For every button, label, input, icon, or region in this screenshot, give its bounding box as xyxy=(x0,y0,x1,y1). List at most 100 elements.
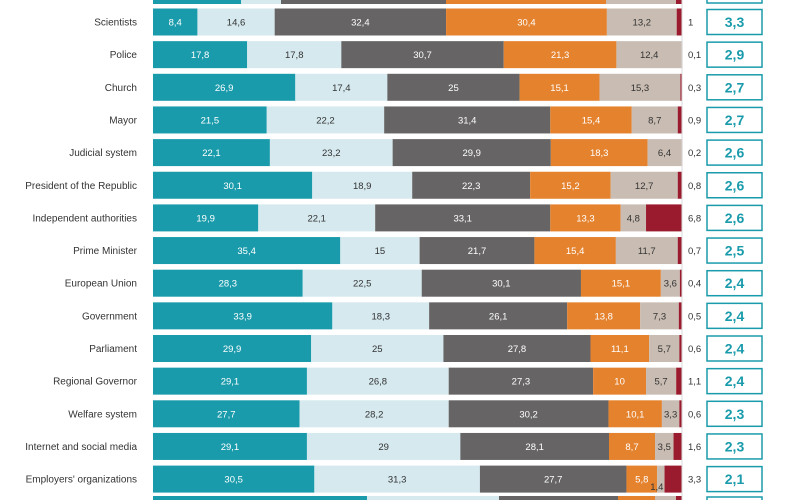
segment-value-label: 17,4 xyxy=(332,83,351,94)
bar-segment-s0 xyxy=(153,269,303,297)
category-label: President of the Republic xyxy=(25,181,137,192)
bar-segment-s2 xyxy=(392,139,551,167)
segment-value-label: 11,7 xyxy=(638,246,656,257)
bar-segment-s4 xyxy=(606,8,677,36)
bar-segment-s4 xyxy=(657,465,665,493)
segment-value-label: 26,9 xyxy=(215,83,234,94)
average-value: 2,1 xyxy=(725,471,745,487)
bar-segment-s5 xyxy=(676,367,682,395)
dont-know-value: 0,1 xyxy=(688,50,701,61)
category-label: Independent authorities xyxy=(32,213,137,224)
average-box xyxy=(706,367,763,395)
segment-value-label: 29,1 xyxy=(221,442,240,453)
segment-value-label: 15,1 xyxy=(612,279,631,290)
segment-value-label: 18,3 xyxy=(590,148,609,159)
average-box xyxy=(706,74,763,101)
category-label: Church xyxy=(105,83,137,94)
segment-value-label: 29 xyxy=(378,442,389,453)
segment-value-label: 10,1 xyxy=(626,409,645,420)
partial-bar-segment-top-3 xyxy=(446,0,606,4)
bar-segment-s2 xyxy=(375,204,551,232)
bar-segment-s3 xyxy=(590,335,650,362)
bar-segment-s1 xyxy=(340,237,420,265)
bar-segment-s3 xyxy=(534,237,616,265)
segment-value-label: 28,3 xyxy=(219,279,238,290)
bar-segment-s3 xyxy=(530,171,611,199)
average-value: 2,3 xyxy=(725,438,745,454)
bar-segment-s1 xyxy=(247,41,342,69)
bar-segment-s5 xyxy=(680,73,682,101)
bar-segment-s2 xyxy=(421,269,581,297)
bar-row-8: European Union 28,3 22,5 30,1 15,1 3,6 0,4 2,4 xyxy=(65,269,763,297)
category-label: Parliament xyxy=(89,344,137,355)
segment-value-label: 27,7 xyxy=(544,475,563,486)
average-value: 2,6 xyxy=(725,177,745,193)
bar-segment-s4 xyxy=(661,400,680,428)
segment-value-label: 30,4 xyxy=(517,18,536,29)
category-label: European Union xyxy=(65,279,137,290)
bar-row-2: Church 26,9 17,4 25 15,1 15,3 0,3 2,7 xyxy=(105,73,763,101)
bar-segment-s0 xyxy=(153,139,270,167)
average-box xyxy=(706,204,763,232)
segment-value-label: 27,8 xyxy=(508,344,527,355)
average-box xyxy=(706,400,763,428)
bar-row-14: Employers' organizations 30,5 31,3 27,7 5,81… xyxy=(26,465,763,493)
average-value: 3,3 xyxy=(725,14,745,30)
average-box xyxy=(706,237,763,264)
bar-segment-s1 xyxy=(306,367,449,395)
bar-segment-s4 xyxy=(610,171,678,199)
bar-segment-s0 xyxy=(153,335,312,362)
bar-row-1: Police 17,8 17,8 30,7 21,3 12,4 0,1 2,9 xyxy=(110,41,763,69)
bar-segment-s0 xyxy=(153,73,296,101)
bar-row-3: Mayor 21,5 22,2 31,4 15,4 8,7 0,9 2,7 xyxy=(109,106,763,134)
category-label: Regional Governor xyxy=(53,377,138,388)
bar-segment-s0 xyxy=(153,400,300,428)
bar-row-13: Internet and social media 29,1 29 28,1 8,7 3,… xyxy=(25,432,763,460)
dont-know-value: 0,5 xyxy=(688,311,701,322)
bar-segment-s2 xyxy=(387,73,520,101)
average-value: 2,3 xyxy=(725,406,745,422)
bar-segment-s4 xyxy=(660,269,680,297)
dont-know-value: 1,6 xyxy=(688,442,701,453)
segment-value-label: 30,2 xyxy=(519,409,538,420)
partial-bar-segment-top-2 xyxy=(281,0,446,4)
dont-know-value: 6,8 xyxy=(688,213,701,224)
bar-segment-s3 xyxy=(446,8,607,36)
segment-value-label: 7,3 xyxy=(653,311,666,322)
average-value: 2,7 xyxy=(725,112,745,128)
bar-row-4: Judicial system 22,1 23,2 29,9 18,3 6,4 0,2 2,6 xyxy=(69,139,763,167)
bar-segment-s1 xyxy=(302,269,422,297)
segment-value-label: 11,1 xyxy=(611,344,629,355)
bar-segment-s1 xyxy=(306,432,461,460)
segment-value-label: 30,1 xyxy=(223,181,242,192)
bar-segment-s5 xyxy=(664,465,682,493)
bar-segment-s2 xyxy=(448,367,594,395)
partial-bar-segment-top-5 xyxy=(676,0,682,4)
bar-segment-s1 xyxy=(269,139,393,167)
category-label: Police xyxy=(110,50,138,61)
partial-bar-segment-bottom-3 xyxy=(618,496,655,500)
segment-value-label: 29,9 xyxy=(462,148,481,159)
average-value: 2,4 xyxy=(725,275,745,291)
bar-segment-s5 xyxy=(646,204,682,232)
segment-value-label: 10 xyxy=(614,377,625,388)
bar-segment-s1 xyxy=(266,106,385,134)
bar-segment-s1 xyxy=(311,335,444,362)
bar-row-6: Independent authorities 19,9 22,1 33,1 13,3 4… xyxy=(32,204,763,232)
partial-bar-segment-bottom-5 xyxy=(676,496,682,500)
bar-segment-s0 xyxy=(153,237,341,265)
average-value: 2,4 xyxy=(725,341,745,357)
bar-segment-s3 xyxy=(608,432,656,460)
segment-value-label: 14,6 xyxy=(227,18,246,29)
segment-value-label: 12,7 xyxy=(635,181,654,192)
bar-segment-s4 xyxy=(655,432,674,460)
average-value: 2,6 xyxy=(725,210,745,226)
segment-value-label: 15,3 xyxy=(631,83,650,94)
bar-row-11: Regional Governor 29,1 26,8 27,3 10 5,7 1,1 2,4 xyxy=(53,367,763,395)
segment-value-label: 30,1 xyxy=(492,279,511,290)
bar-segment-s2 xyxy=(384,106,551,134)
average-value: 2,6 xyxy=(725,145,745,161)
segment-value-label: 8,7 xyxy=(648,115,661,126)
segment-value-label: 25 xyxy=(372,344,383,355)
category-label: Employers' organizations xyxy=(26,475,137,486)
